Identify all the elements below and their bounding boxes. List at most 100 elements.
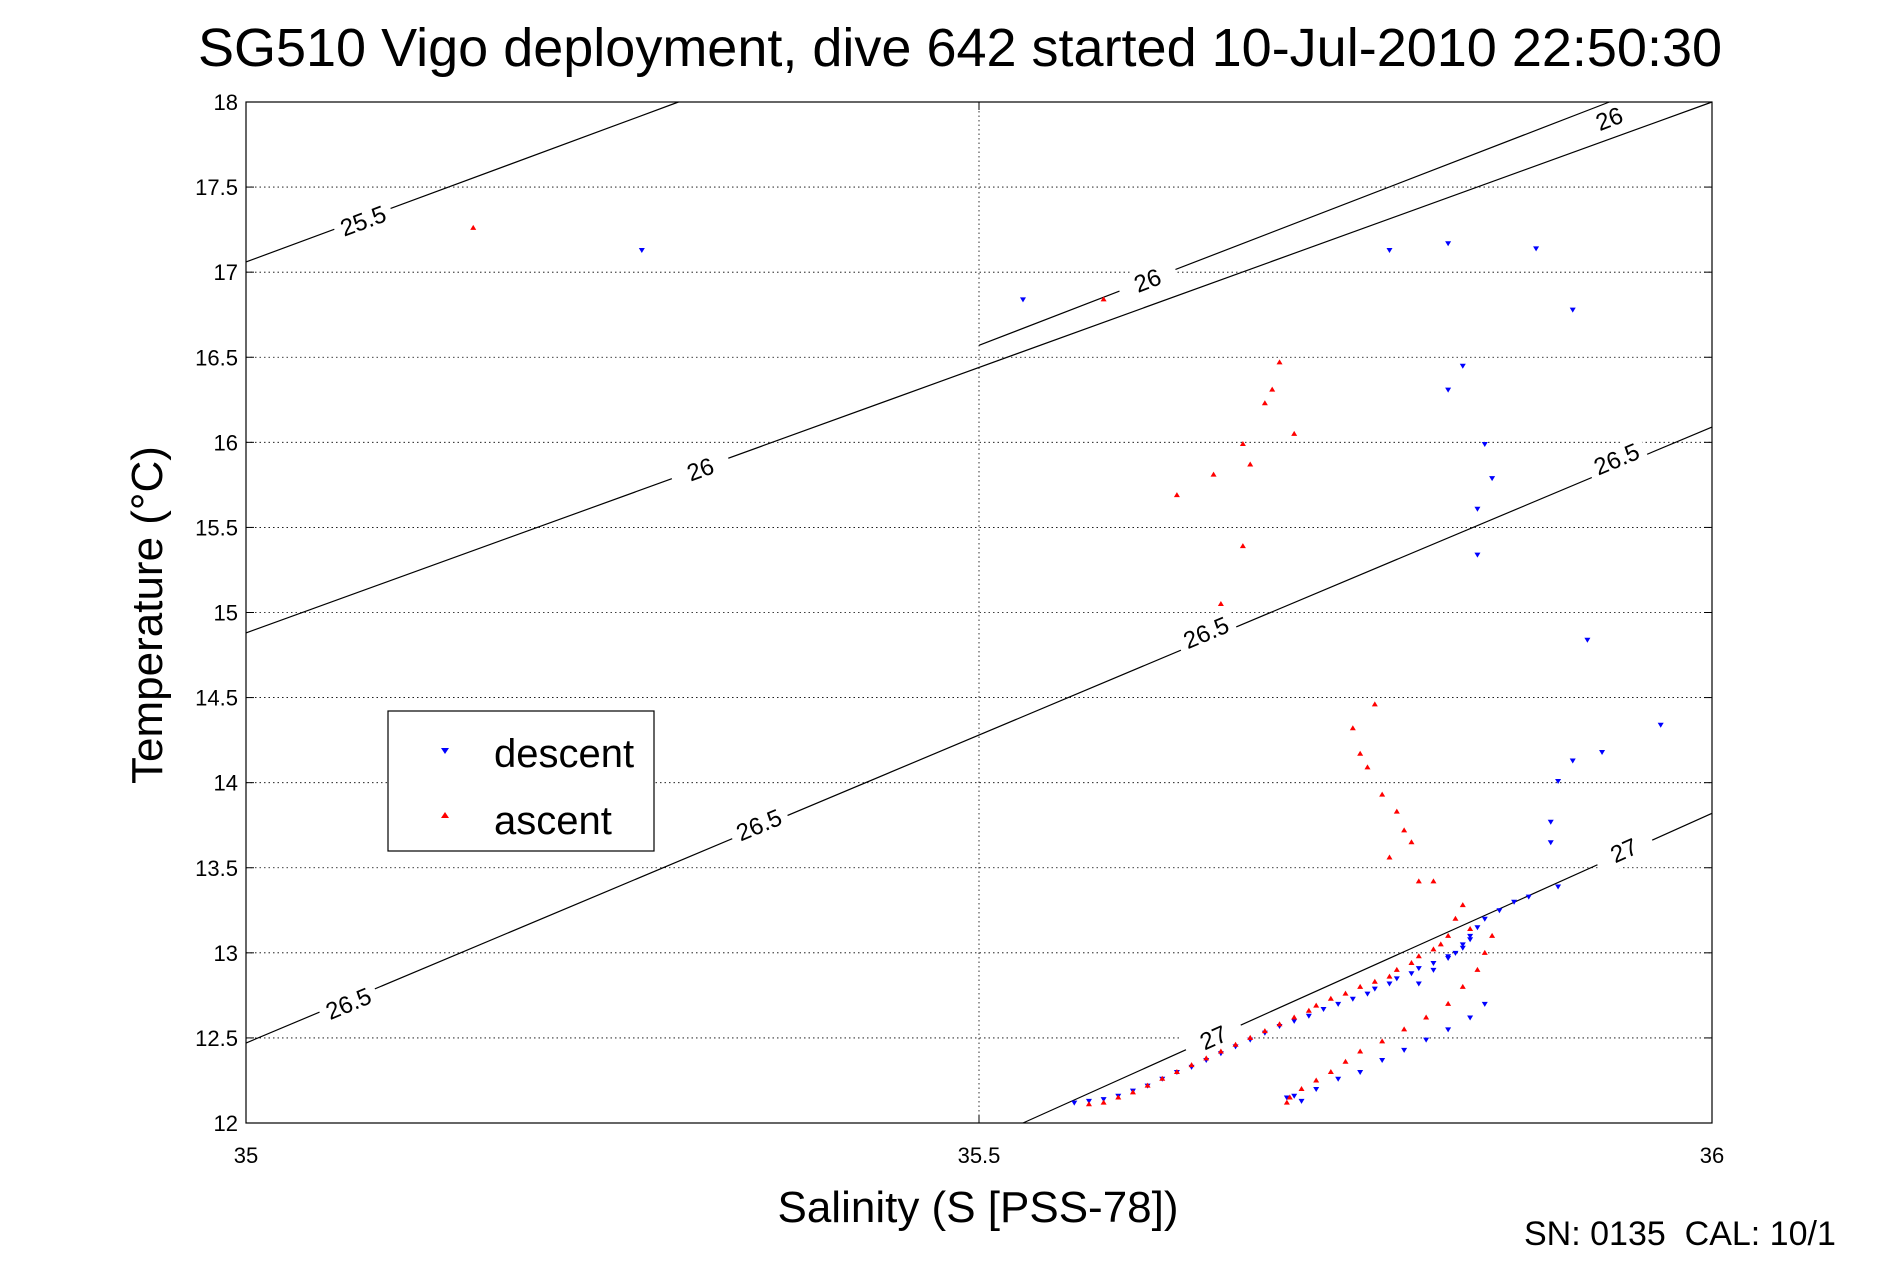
- ascent-point: [1437, 941, 1444, 947]
- ascent-point: [1415, 878, 1422, 884]
- y-tick-label: 18: [214, 90, 238, 115]
- ascent-point: [1415, 953, 1422, 959]
- descent-point: [1291, 1093, 1298, 1099]
- ascent-point: [1210, 471, 1217, 477]
- x-tick-label: 35: [234, 1143, 258, 1168]
- ascent-point: [1401, 827, 1408, 833]
- descent-point: [1071, 1100, 1078, 1106]
- descent-point: [1474, 925, 1481, 931]
- ascent-point: [1357, 1048, 1364, 1054]
- x-axis-label: Salinity (S [PSS-78]): [777, 1183, 1178, 1232]
- y-tick-label: 14: [214, 771, 238, 796]
- descent-point: [1481, 916, 1488, 922]
- descent-point: [1335, 1001, 1342, 1007]
- descent-point: [1335, 1076, 1342, 1082]
- ascent-point: [1474, 966, 1481, 972]
- descent-point: [1386, 248, 1393, 254]
- contour-label-gap: [667, 446, 734, 493]
- descent-point: [1569, 758, 1576, 764]
- descent-point: [1496, 908, 1503, 914]
- descent-point: [1467, 937, 1474, 943]
- ascent-point: [1408, 839, 1415, 845]
- ascent-point: [1276, 1021, 1283, 1027]
- ascent-point: [1159, 1075, 1166, 1081]
- ascent-point: [1291, 430, 1298, 436]
- ascent-point: [1129, 1089, 1136, 1095]
- ascent-point: [1393, 808, 1400, 814]
- descent-point: [1379, 1058, 1386, 1064]
- ascent-point: [1276, 359, 1283, 365]
- descent-point: [1452, 950, 1459, 956]
- ascent-point: [1489, 932, 1496, 938]
- descent-point: [1291, 1018, 1298, 1024]
- ascent-point: [1313, 1002, 1320, 1008]
- descent-point: [1657, 722, 1664, 728]
- contour-label: 25.5: [337, 201, 390, 243]
- ascent-point: [1173, 492, 1180, 498]
- ascent-point: [1386, 973, 1393, 979]
- descent-point: [1555, 778, 1562, 784]
- descent-point: [1445, 241, 1452, 247]
- ascent-point: [1357, 750, 1364, 756]
- ascent-point: [1247, 461, 1254, 467]
- isopycnal-line: [245, 426, 1713, 1044]
- descent-point: [1445, 387, 1452, 393]
- contour-label-gap: [1590, 825, 1658, 876]
- contour-label-gap: [330, 197, 397, 245]
- ascent-point: [470, 224, 477, 230]
- descent-point: [1459, 945, 1466, 951]
- contour-label: 26.5: [733, 804, 787, 847]
- descent-point: [638, 248, 645, 254]
- y-tick-label: 16.5: [195, 345, 238, 370]
- descent-point: [1584, 637, 1591, 643]
- descent-point: [1283, 1095, 1290, 1101]
- ascent-point: [1261, 400, 1268, 406]
- descent-point: [1415, 966, 1422, 972]
- descent-point: [1474, 552, 1481, 558]
- ascent-point: [1085, 1101, 1092, 1107]
- ascent-point: [1115, 1094, 1122, 1100]
- descent-point: [1481, 442, 1488, 448]
- ascent-point: [1261, 1028, 1268, 1034]
- ascent-point: [1239, 543, 1246, 549]
- ascent-point: [1459, 902, 1466, 908]
- descent-point: [1415, 981, 1422, 987]
- descent-point: [1430, 961, 1437, 967]
- descent-point: [1474, 506, 1481, 512]
- ascent-point: [1401, 1026, 1408, 1032]
- ascent-point: [1269, 386, 1276, 392]
- ascent-point: [1173, 1068, 1180, 1074]
- y-axis-label: Temperature (°C): [123, 446, 172, 784]
- contour-label: 26.5: [1180, 612, 1234, 655]
- ascent-point: [1144, 1082, 1151, 1088]
- y-tick-label: 16: [214, 430, 238, 455]
- y-tick-label: 15.5: [195, 515, 238, 540]
- y-tick-label: 17: [214, 260, 238, 285]
- contour-label-gap: [726, 800, 793, 850]
- ascent-point: [1327, 1068, 1334, 1074]
- x-tick-label: 36: [1700, 1143, 1724, 1168]
- descent-point: [1298, 1098, 1305, 1104]
- y-tick-label: 17.5: [195, 175, 238, 200]
- descent-point: [1445, 1027, 1452, 1033]
- ascent-point: [1291, 1014, 1298, 1020]
- legend-ascent-label: ascent: [494, 799, 612, 843]
- descent-point: [1467, 1015, 1474, 1021]
- data-points: [470, 224, 1664, 1107]
- ascent-point: [1357, 983, 1364, 989]
- ascent-point: [1445, 932, 1452, 938]
- descent-point: [1386, 981, 1393, 987]
- y-tick-label: 13: [214, 941, 238, 966]
- ascent-point: [1342, 1058, 1349, 1064]
- ascent-point: [1298, 1085, 1305, 1091]
- legend-ascent-marker: [441, 812, 449, 818]
- ascent-point: [1349, 725, 1356, 731]
- descent-point: [1547, 840, 1554, 846]
- descent-point: [1423, 1037, 1430, 1043]
- descent-point: [1401, 1047, 1408, 1053]
- ascent-point: [1100, 1099, 1107, 1105]
- ascent-point: [1203, 1055, 1210, 1061]
- ascent-point: [1313, 1077, 1320, 1083]
- ascent-point: [1408, 960, 1415, 966]
